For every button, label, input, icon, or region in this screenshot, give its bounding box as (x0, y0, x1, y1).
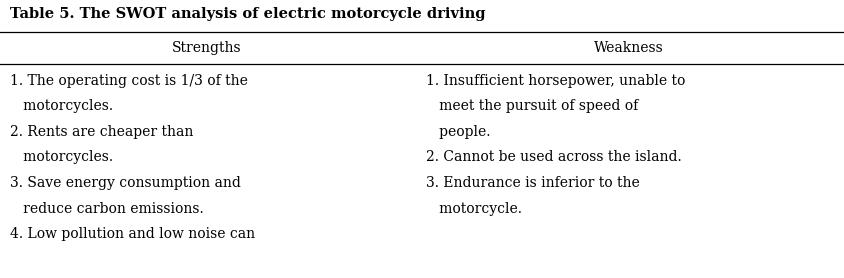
Text: 2. Cannot be used across the island.: 2. Cannot be used across the island. (426, 150, 682, 164)
Text: Strengths: Strengths (172, 41, 241, 55)
Text: 3. Save energy consumption and: 3. Save energy consumption and (10, 176, 241, 190)
Text: 4. Low pollution and low noise can: 4. Low pollution and low noise can (10, 227, 255, 241)
Text: Weakness: Weakness (594, 41, 663, 55)
Text: 3. Endurance is inferior to the: 3. Endurance is inferior to the (426, 176, 640, 190)
Text: motorcycles.: motorcycles. (10, 99, 113, 113)
Text: reduce carbon emissions.: reduce carbon emissions. (10, 202, 204, 215)
Text: Table 5. The SWOT analysis of electric motorcycle driving: Table 5. The SWOT analysis of electric m… (10, 7, 485, 21)
Text: Table 5.: Table 5. (14, 3, 78, 17)
Text: motorcycles.: motorcycles. (10, 150, 113, 164)
Text: 1. Insufficient horsepower, unable to: 1. Insufficient horsepower, unable to (426, 74, 685, 88)
Text: meet the pursuit of speed of: meet the pursuit of speed of (426, 99, 638, 113)
Text: motorcycle.: motorcycle. (426, 202, 522, 215)
Text: 2. Rents are cheaper than: 2. Rents are cheaper than (10, 125, 193, 139)
Text: people.: people. (426, 125, 490, 139)
Text: 1. The operating cost is 1/3 of the: 1. The operating cost is 1/3 of the (10, 74, 248, 88)
